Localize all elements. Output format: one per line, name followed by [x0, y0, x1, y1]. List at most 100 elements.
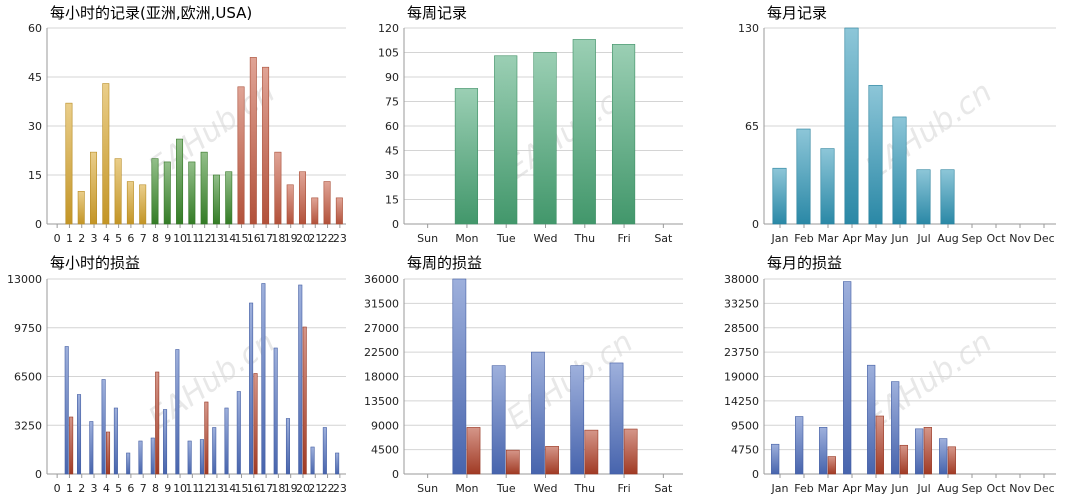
x-tick-label: 13 — [210, 232, 224, 245]
y-tick-label: 105 — [378, 47, 399, 60]
bar — [611, 44, 636, 225]
x-tick-label: Mar — [818, 482, 839, 495]
x-tick-label: Sun — [417, 482, 438, 495]
bar — [204, 401, 209, 475]
bar — [545, 446, 559, 475]
y-tick-label: 0 — [752, 218, 759, 231]
bar — [176, 138, 184, 225]
y-tick-label: 65 — [745, 120, 759, 133]
x-tick-label: Sat — [654, 232, 673, 245]
x-tick-label: Wed — [534, 482, 558, 495]
y-tick-label: 30 — [385, 169, 399, 182]
chart-monthly-pnl: 每月的损益EAHub.cn047509500142501900023750285… — [724, 254, 1056, 495]
bar — [584, 429, 599, 475]
x-tick-label: 9 — [164, 482, 171, 495]
bar — [311, 197, 319, 225]
bar — [65, 102, 73, 225]
y-tick-label: 4750 — [731, 444, 759, 457]
x-tick-label: 19 — [284, 482, 298, 495]
x-tick-label: 13 — [210, 482, 224, 495]
bar — [533, 52, 557, 225]
bar — [114, 158, 122, 225]
y-tick-label: 45 — [28, 71, 42, 84]
x-tick-label: Tue — [496, 232, 516, 245]
x-tick-label: 20 — [296, 482, 310, 495]
x-tick-label: 6 — [127, 482, 134, 495]
y-tick-label: 75 — [385, 96, 399, 109]
bar — [138, 440, 143, 475]
y-tick-label: 36000 — [364, 273, 399, 286]
x-tick-label: Aug — [937, 482, 958, 495]
bar — [163, 161, 171, 225]
bar — [286, 184, 294, 225]
y-tick-label: 0 — [752, 468, 759, 481]
x-tick-label: 4 — [103, 232, 110, 245]
bar — [923, 427, 932, 475]
x-tick-label: 10 — [173, 232, 187, 245]
x-tick-label: 22 — [321, 482, 335, 495]
bar — [212, 174, 220, 225]
bar — [249, 302, 254, 475]
bar — [322, 427, 327, 475]
bar — [253, 373, 258, 475]
y-tick-label: 4500 — [371, 444, 399, 457]
bar — [77, 191, 85, 225]
x-tick-label: 16 — [247, 482, 261, 495]
x-tick-label: 1 — [66, 232, 73, 245]
x-tick-label: 14 — [222, 482, 236, 495]
x-tick-label: Tue — [496, 482, 516, 495]
bar — [155, 371, 160, 475]
x-tick-label: 9 — [164, 232, 171, 245]
bar — [302, 326, 307, 475]
x-tick-label: Feb — [794, 232, 813, 245]
x-tick-label: Nov — [1009, 232, 1031, 245]
x-tick-label: 21 — [308, 232, 322, 245]
x-tick-label: 15 — [235, 232, 249, 245]
bar — [795, 416, 804, 475]
x-tick-label: 5 — [115, 232, 122, 245]
bar — [310, 446, 315, 475]
x-tick-label: 0 — [54, 482, 61, 495]
bar — [64, 346, 69, 475]
y-tick-label: 33250 — [724, 297, 759, 310]
bar — [274, 151, 282, 225]
bar — [947, 446, 956, 475]
x-tick-label: Jan — [771, 232, 789, 245]
bar — [505, 449, 520, 475]
bar — [285, 418, 290, 475]
y-tick-label: 19000 — [724, 371, 759, 384]
chart-title: 每月的损益 — [767, 254, 842, 272]
bar — [298, 284, 303, 475]
bar — [262, 66, 270, 225]
y-tick-label: 18000 — [364, 371, 399, 384]
x-tick-label: Thu — [573, 482, 595, 495]
y-tick-label: 13000 — [7, 273, 42, 286]
x-tick-label: 11 — [185, 232, 199, 245]
bar — [623, 428, 638, 475]
bar — [843, 281, 852, 475]
x-tick-label: Dec — [1033, 482, 1054, 495]
y-tick-label: 14250 — [724, 395, 759, 408]
bar — [570, 365, 585, 475]
bar — [163, 409, 168, 475]
x-tick-label: Fri — [618, 232, 631, 245]
bar — [572, 39, 596, 225]
chart-title: 每小时的记录(亚洲,欧洲,USA) — [50, 4, 252, 22]
bar — [199, 439, 204, 475]
bar — [126, 452, 131, 475]
y-tick-label: 13500 — [364, 395, 399, 408]
x-tick-label: Jun — [890, 232, 908, 245]
y-tick-label: 0 — [35, 468, 42, 481]
x-tick-label: Jan — [771, 482, 789, 495]
x-tick-label: Aug — [937, 232, 958, 245]
x-tick-label: 23 — [333, 232, 347, 245]
bar — [236, 391, 241, 475]
x-tick-label: 22 — [321, 232, 335, 245]
x-tick-label: 3 — [91, 232, 98, 245]
bar — [875, 415, 884, 475]
bar — [939, 438, 948, 475]
bar — [188, 161, 196, 225]
